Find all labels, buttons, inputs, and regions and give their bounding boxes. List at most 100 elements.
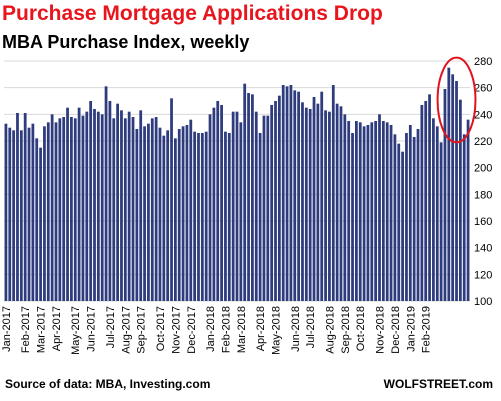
bar [451,74,455,301]
x-tick-label: Mar-2017 [36,306,48,353]
y-tick-label: 200 [474,163,492,175]
bar [204,131,208,301]
bar [239,122,243,301]
x-tick-label: Dec-2017 [186,306,198,354]
x-tick-label: Jun-2018 [290,306,302,352]
bar [301,102,304,301]
bar [270,105,274,301]
bar [54,122,58,301]
x-tick-label: Feb-2019 [421,306,433,353]
bar [197,133,200,301]
x-tick-label: Nov-2017 [170,306,182,354]
bar [89,101,93,301]
bar [4,123,8,302]
bar [112,118,116,301]
x-tick-label: Nov-2018 [374,306,386,354]
bar [266,115,270,302]
bar [370,122,374,301]
bar [23,113,27,301]
bar [123,118,127,301]
bar [43,126,46,301]
bar [435,126,439,301]
bar [243,83,247,302]
bar [455,81,458,301]
site-credit: WOLFSTREET.com [383,377,493,391]
bar [120,110,123,301]
bar [447,67,451,302]
bar [93,109,96,301]
bar [185,125,189,301]
y-tick-label: 260 [474,83,492,95]
bar [347,121,351,301]
x-tick-label: Feb-2017 [20,306,32,353]
bar [443,89,447,301]
bar [16,113,19,301]
bar [254,111,258,302]
bar [308,109,312,301]
bar [50,114,54,301]
x-tick-label: Oct-2018 [355,306,367,351]
y-tick-label: 140 [474,243,492,255]
x-tick-label: Sep-2018 [340,306,352,354]
bar [162,135,166,301]
y-tick-label: 100 [474,296,492,308]
bar [131,117,135,301]
bar [177,129,181,301]
y-axis: 100 120 140 160 180 200 220 240 260 280 [474,56,492,308]
chart-subtitle: MBA Purchase Index, weekly [2,32,250,52]
bar [289,85,293,301]
bar [147,123,150,302]
bar [262,115,266,302]
bar [166,130,170,301]
bar [408,125,412,301]
bar [127,111,131,302]
bar [104,86,108,301]
x-tick-label: Apr-2017 [51,306,63,351]
bar [389,125,393,301]
x-tick-label: Aug-2017 [120,306,132,354]
bar [466,119,470,302]
bar [12,130,16,301]
bar [212,107,216,302]
bar [208,114,212,301]
x-tick-label: May-2017 [70,306,82,355]
x-tick-label: Jun-2017 [86,306,98,352]
bar [58,118,62,301]
x-axis: Jan-2017 Feb-2017 Mar-2017 Apr-2017 May-2017… [1,306,433,355]
bar [108,101,112,301]
bar [339,106,343,301]
x-tick-label: Jan-2017 [1,306,13,352]
bar [220,105,223,301]
bar [355,121,358,301]
bar [193,131,197,301]
bar [324,110,327,301]
bar [258,133,262,301]
x-tick-label: Jan-2019 [405,306,417,352]
x-tick-label: Apr-2018 [255,306,267,351]
x-tick-label: May-2018 [271,306,283,355]
bar [66,107,69,302]
bar [385,122,389,301]
bar [304,107,308,302]
bar [381,121,385,301]
highlight-annotation [436,56,477,144]
bar [173,138,177,301]
bar [412,137,416,301]
y-tick-label: 240 [474,109,492,121]
bar [428,94,431,301]
x-tick-label: Jul-2018 [305,306,317,348]
bar [274,101,277,301]
bar [27,127,31,302]
bar [200,133,204,301]
bar [35,138,39,301]
x-tick-label: Sep-2017 [136,306,148,354]
chart-title: Purchase Mortgage Applications Drop [2,2,383,25]
bar [393,134,397,301]
bar [77,107,81,302]
bar [19,130,23,301]
bar [458,99,462,302]
y-tick-label: 280 [474,56,492,68]
bar [181,126,185,301]
bar [8,127,12,302]
